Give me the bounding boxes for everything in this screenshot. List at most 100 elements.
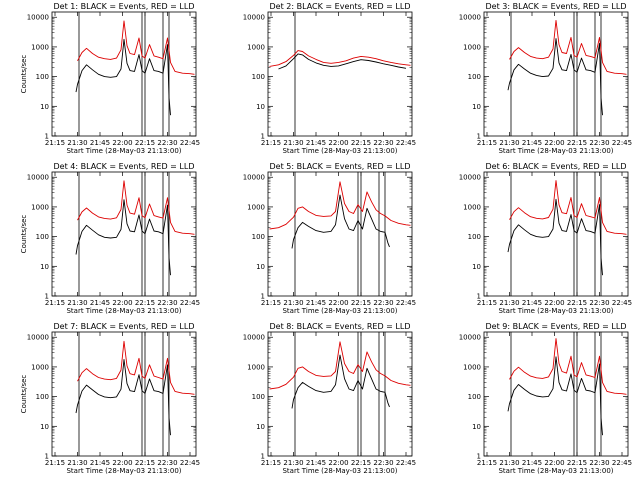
x-tick-label: 21:15 xyxy=(45,139,65,147)
y-tick-label: 100 xyxy=(468,73,481,81)
x-tick-label: 22:45 xyxy=(612,299,632,307)
y-tick-label: 10 xyxy=(40,103,49,111)
plot-frame xyxy=(483,331,629,457)
series-line-black xyxy=(507,356,603,436)
x-axis-label: Start Time (28-May-03 21:13:00) xyxy=(498,147,613,155)
y-tick-label: 100 xyxy=(36,393,49,401)
x-tick-label: 21:15 xyxy=(261,299,281,307)
y-tick-label: 100 xyxy=(468,233,481,241)
x-tick-label: 22:45 xyxy=(396,459,416,467)
series-line-black xyxy=(291,354,390,409)
x-tick-label: 21:30 xyxy=(499,299,519,307)
x-tick-label: 21:15 xyxy=(261,459,281,467)
x-tick-label: 21:45 xyxy=(90,459,110,467)
x-tick-label: 22:45 xyxy=(396,299,416,307)
y-tick-label: 1000 xyxy=(247,203,265,211)
series-line-black xyxy=(291,194,390,249)
plot-frame xyxy=(267,171,413,297)
series-line-black xyxy=(75,359,171,436)
x-tick-label: 22:00 xyxy=(112,299,132,307)
y-tick-label: 1000 xyxy=(31,203,49,211)
x-tick-label: 21:15 xyxy=(477,139,497,147)
chart-title: Det 5: BLACK = Events, RED = LLD xyxy=(270,162,411,171)
x-tick-label: 22:30 xyxy=(373,139,393,147)
y-tick-label: 1 xyxy=(261,133,265,141)
x-tick-label: 22:15 xyxy=(135,299,155,307)
x-tick-label: 21:15 xyxy=(477,299,497,307)
chart-panel-8: Det 8: BLACK = Events, RED = LLD 21:15 21:… xyxy=(243,322,416,475)
x-tick-label: 21:30 xyxy=(283,139,303,147)
x-tick-label: 22:30 xyxy=(589,459,609,467)
y-tick-label: 1 xyxy=(261,453,265,461)
x-tick-label: 21:30 xyxy=(67,459,87,467)
x-tick-label: 21:30 xyxy=(499,139,519,147)
y-tick-label: 10000 xyxy=(459,174,481,182)
x-tick-label: 22:15 xyxy=(567,459,587,467)
series-line-black xyxy=(507,198,603,276)
y-tick-label: 10 xyxy=(40,263,49,271)
chart-title: Det 6: BLACK = Events, RED = LLD xyxy=(486,162,627,171)
series-line-red xyxy=(509,180,627,235)
plot-frame xyxy=(267,11,413,137)
y-tick-label: 100 xyxy=(252,73,265,81)
x-axis-label: Start Time (28-May-03 21:13:00) xyxy=(498,467,613,475)
y-axis-label: Counts/sec xyxy=(20,375,28,414)
x-axis-label: Start Time (28-May-03 21:13:00) xyxy=(498,307,613,315)
chart-title: Det 8: BLACK = Events, RED = LLD xyxy=(270,322,411,331)
y-tick-label: 10000 xyxy=(459,14,481,22)
x-tick-label: 22:15 xyxy=(135,139,155,147)
x-tick-label: 21:30 xyxy=(67,299,87,307)
x-tick-label: 22:00 xyxy=(328,299,348,307)
series-line-red xyxy=(509,338,627,395)
series-line-red xyxy=(77,180,195,235)
series-line-red xyxy=(269,341,411,390)
x-tick-label: 22:45 xyxy=(612,459,632,467)
x-tick-label: 21:15 xyxy=(45,299,65,307)
series-line-red xyxy=(269,50,411,67)
x-tick-label: 22:00 xyxy=(544,299,564,307)
y-tick-label: 10 xyxy=(256,103,265,111)
x-tick-label: 22:30 xyxy=(373,459,393,467)
x-tick-label: 22:00 xyxy=(112,139,132,147)
y-tick-label: 10000 xyxy=(243,334,265,342)
x-tick-label: 22:30 xyxy=(157,299,177,307)
y-tick-label: 10000 xyxy=(27,174,49,182)
y-tick-label: 1 xyxy=(477,453,481,461)
x-tick-label: 22:00 xyxy=(328,459,348,467)
chart-title: Det 7: BLACK = Events, RED = LLD xyxy=(54,322,195,331)
x-tick-label: 22:30 xyxy=(157,459,177,467)
y-tick-label: 1000 xyxy=(463,43,481,51)
x-tick-label: 22:15 xyxy=(567,299,587,307)
x-tick-label: 22:45 xyxy=(396,139,416,147)
x-tick-label: 21:15 xyxy=(261,139,281,147)
chart-title: Det 1: BLACK = Events, RED = LLD xyxy=(54,2,195,11)
x-tick-label: 22:00 xyxy=(112,459,132,467)
series-line-black xyxy=(75,199,171,276)
y-tick-label: 10 xyxy=(472,423,481,431)
plot-frame xyxy=(483,171,629,297)
series-line-red xyxy=(509,19,627,75)
x-tick-label: 21:30 xyxy=(499,459,519,467)
y-tick-label: 100 xyxy=(468,393,481,401)
series-line-black xyxy=(75,38,171,116)
chart-title: Det 2: BLACK = Events, RED = LLD xyxy=(270,2,411,11)
y-tick-label: 100 xyxy=(36,73,49,81)
x-tick-label: 21:45 xyxy=(522,459,542,467)
x-axis-label: Start Time (28-May-03 21:13:00) xyxy=(282,147,397,155)
x-tick-label: 22:30 xyxy=(373,299,393,307)
y-tick-label: 1 xyxy=(477,133,481,141)
series-line-red xyxy=(77,20,195,75)
x-tick-label: 22:45 xyxy=(180,459,200,467)
x-axis-label: Start Time (28-May-03 21:13:00) xyxy=(66,307,181,315)
y-tick-label: 10 xyxy=(472,263,481,271)
y-tick-label: 1 xyxy=(261,293,265,301)
x-tick-label: 22:00 xyxy=(544,139,564,147)
x-tick-label: 21:45 xyxy=(90,299,110,307)
y-tick-label: 10 xyxy=(256,423,265,431)
x-tick-label: 21:30 xyxy=(283,459,303,467)
x-tick-label: 22:00 xyxy=(328,139,348,147)
y-tick-label: 10000 xyxy=(243,174,265,182)
